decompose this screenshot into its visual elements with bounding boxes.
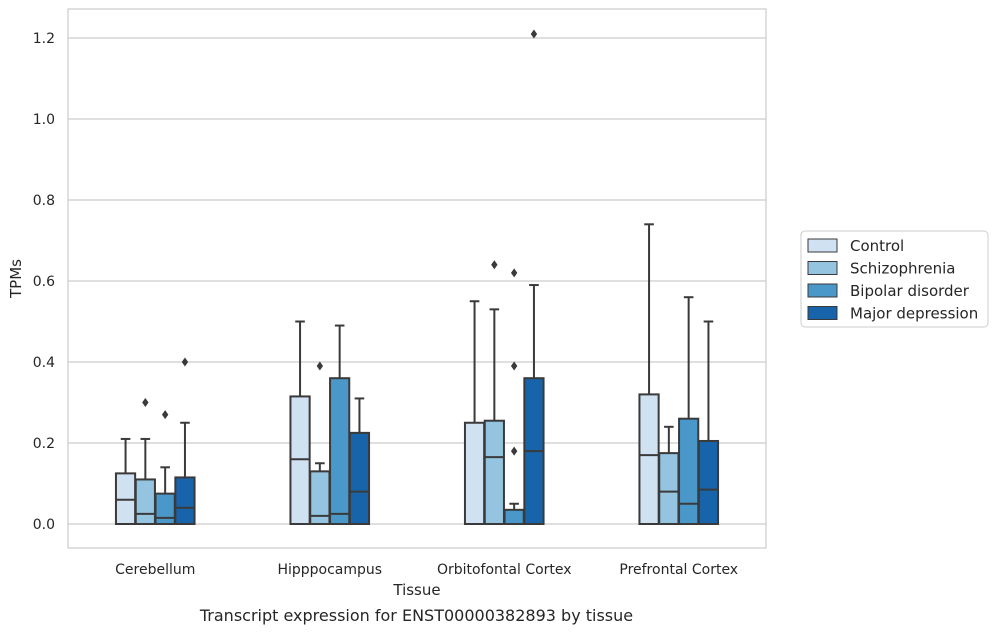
plot-frame bbox=[67, 8, 767, 549]
outlier-marker bbox=[161, 410, 169, 420]
category-group bbox=[638, 223, 720, 526]
outlier-marker bbox=[510, 361, 518, 371]
y-axis-label: TPMs bbox=[7, 259, 25, 299]
box-groups bbox=[114, 29, 720, 526]
box-bipolar-disorder bbox=[678, 417, 700, 526]
y-tick-label: 0.0 bbox=[33, 517, 55, 533]
y-tick-labels: 0.0 0.2 0.4 0.6 0.8 1.0 1.2 bbox=[33, 31, 55, 533]
legend-label: Bipolar disorder bbox=[850, 282, 970, 300]
outlier-marker bbox=[510, 446, 518, 456]
outlier-marker bbox=[142, 398, 149, 407]
legend: Control Schizophrenia Bipolar disorder Majo… bbox=[800, 230, 989, 328]
outlier-marker bbox=[510, 268, 518, 278]
legend-label: Schizophrenia bbox=[850, 260, 955, 278]
category-group bbox=[114, 357, 196, 526]
x-axis-label: Tissue bbox=[392, 581, 440, 599]
outlier-marker bbox=[530, 29, 538, 39]
box-control bbox=[638, 393, 660, 525]
y-tick-label: 0.4 bbox=[33, 355, 55, 371]
legend-swatch bbox=[807, 283, 838, 298]
box-bipolar-disorder bbox=[329, 377, 351, 526]
grid-lines bbox=[68, 37, 766, 525]
y-tick-label: 0.6 bbox=[33, 274, 55, 290]
legend-swatch bbox=[807, 306, 838, 320]
box-schizophrenia bbox=[658, 452, 680, 525]
box-bipolar-disorder bbox=[154, 492, 176, 525]
x-tick-labels: Cerebellum Hipppocampus Orbitofontal Corte… bbox=[115, 562, 738, 578]
box-schizophrenia bbox=[483, 419, 505, 526]
outlier-marker bbox=[181, 357, 189, 367]
x-tick-label: Cerebellum bbox=[115, 562, 195, 578]
x-tick-label: Hipppocampus bbox=[277, 562, 382, 578]
legend-frame bbox=[800, 230, 989, 328]
box-schizophrenia bbox=[134, 478, 156, 526]
outlier-marker bbox=[316, 361, 324, 371]
legend-label: Major depression bbox=[850, 305, 978, 323]
y-tick-label: 0.8 bbox=[33, 193, 55, 209]
box-control bbox=[289, 395, 311, 525]
category-group bbox=[463, 29, 545, 526]
outlier-marker bbox=[491, 260, 498, 270]
legend-swatch bbox=[807, 238, 838, 253]
x-tick-label: Prefrontal Cortex bbox=[619, 562, 738, 578]
box-control bbox=[463, 421, 486, 525]
legend-swatch bbox=[807, 261, 838, 275]
box-bipolar-disorder bbox=[503, 508, 525, 526]
chart-caption: Transcript expression for ENST0000038289… bbox=[199, 606, 634, 625]
y-tick-label: 1.2 bbox=[33, 31, 55, 47]
box-major-depression bbox=[697, 439, 720, 526]
y-tick-label: 1.0 bbox=[33, 112, 55, 128]
category-group bbox=[289, 320, 371, 526]
y-tick-label: 0.2 bbox=[33, 436, 55, 452]
legend-label: Control bbox=[850, 237, 904, 255]
box-major-depression bbox=[348, 431, 371, 525]
x-tick-label: Orbitofontal Cortex bbox=[437, 562, 572, 578]
box-control bbox=[114, 472, 137, 525]
box-major-depression bbox=[174, 476, 196, 525]
